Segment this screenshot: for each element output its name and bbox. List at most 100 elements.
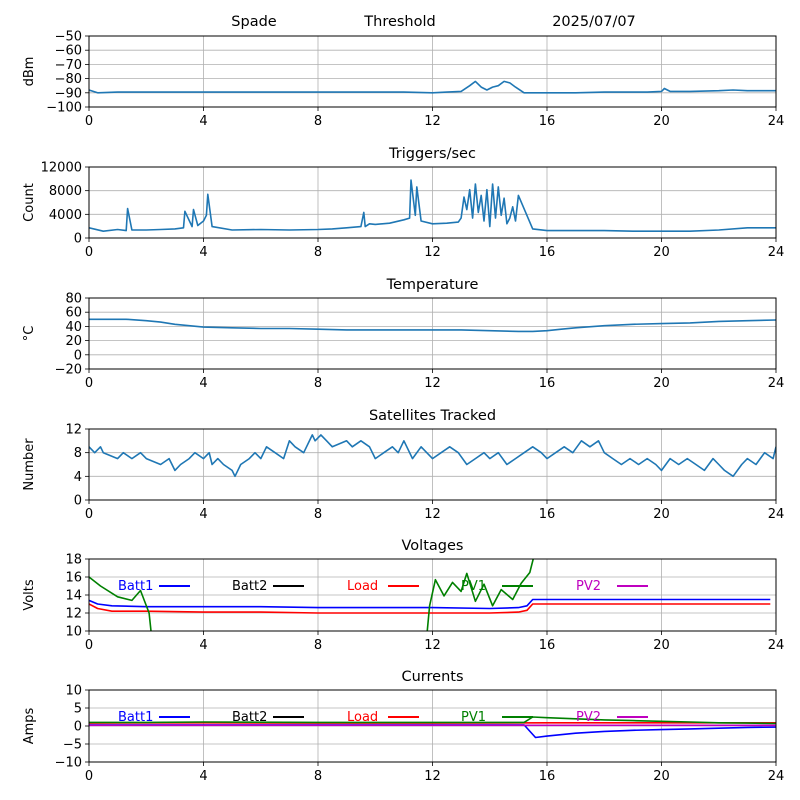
chart-title: Currents bbox=[401, 669, 463, 685]
y-tick-label: 12000 bbox=[41, 161, 82, 176]
y-tick-label: −10 bbox=[55, 756, 82, 771]
x-tick-label: 16 bbox=[539, 507, 556, 522]
series-line-main bbox=[89, 434, 776, 478]
x-tick-label: 20 bbox=[653, 507, 670, 522]
y-tick-label: 16 bbox=[65, 571, 82, 586]
header-mode: Threshold bbox=[363, 14, 435, 30]
series-line-pv1 bbox=[89, 559, 535, 631]
x-tick-label: 16 bbox=[539, 376, 556, 391]
chart-title: Satellites Tracked bbox=[369, 408, 496, 424]
x-tick-label: 12 bbox=[424, 638, 441, 653]
x-tick-label: 16 bbox=[539, 638, 556, 653]
legend-label-batt2: Batt2 bbox=[232, 579, 267, 594]
x-tick-label: 12 bbox=[424, 245, 441, 260]
y-tick-label: 60 bbox=[65, 306, 82, 321]
y-tick-label: 12 bbox=[65, 607, 82, 622]
x-tick-label: 4 bbox=[199, 376, 207, 391]
series-line-pv1 bbox=[89, 716, 776, 725]
x-tick-label: 8 bbox=[314, 114, 322, 129]
y-axis-label: Count bbox=[22, 183, 37, 222]
x-tick-label: 4 bbox=[199, 638, 207, 653]
x-tick-label: 20 bbox=[653, 638, 670, 653]
y-tick-label: 0 bbox=[74, 494, 82, 509]
y-axis-label: dBm bbox=[22, 57, 37, 87]
y-axis-label: °C bbox=[22, 326, 37, 342]
x-tick-label: 16 bbox=[539, 245, 556, 260]
series-line-main bbox=[89, 80, 776, 94]
y-tick-label: −50 bbox=[55, 30, 82, 45]
legend-label-load: Load bbox=[347, 710, 378, 725]
y-tick-label: −20 bbox=[55, 363, 82, 378]
x-tick-label: 12 bbox=[424, 769, 441, 784]
y-tick-label: 0 bbox=[74, 348, 82, 363]
x-tick-label: 4 bbox=[199, 245, 207, 260]
y-tick-label: 12 bbox=[65, 423, 82, 438]
y-tick-label: −70 bbox=[55, 58, 82, 73]
y-tick-label: 8 bbox=[74, 446, 82, 461]
plot-frame bbox=[88, 689, 777, 763]
x-tick-label: 8 bbox=[314, 376, 322, 391]
y-tick-label: −5 bbox=[63, 738, 82, 753]
legend-label-pv2: PV2 bbox=[576, 710, 601, 725]
x-tick-label: 8 bbox=[314, 507, 322, 522]
header-date: 2025/07/07 bbox=[552, 14, 636, 30]
x-tick-label: 0 bbox=[85, 638, 93, 653]
y-tick-label: 0 bbox=[74, 232, 82, 247]
chart-title: Voltages bbox=[402, 538, 464, 554]
x-tick-label: 8 bbox=[314, 769, 322, 784]
chart-panel-2: 0 4 8 12 16 20 24 12000 8000 4000 0 Triggers/sec Cou… bbox=[22, 146, 784, 260]
chart-title: Triggers/sec bbox=[388, 146, 476, 162]
y-tick-label: 20 bbox=[65, 334, 82, 349]
x-tick-label: 0 bbox=[85, 376, 93, 391]
x-tick-label: 24 bbox=[768, 114, 785, 129]
x-tick-label: 4 bbox=[199, 114, 207, 129]
x-tick-label: 12 bbox=[424, 376, 441, 391]
y-tick-label: 0 bbox=[74, 720, 82, 735]
series-line-main bbox=[89, 179, 776, 232]
y-axis-label: Number bbox=[22, 438, 37, 491]
series-line-load bbox=[89, 603, 771, 614]
x-tick-label: 4 bbox=[199, 507, 207, 522]
x-tick-label: 12 bbox=[424, 507, 441, 522]
y-tick-label: 80 bbox=[65, 292, 82, 307]
x-tick-label: 24 bbox=[768, 769, 785, 784]
legend-label-pv1: PV1 bbox=[461, 710, 486, 725]
y-tick-label: 18 bbox=[65, 553, 82, 568]
y-tick-label: 4 bbox=[74, 470, 82, 485]
y-tick-label: −100 bbox=[46, 101, 82, 116]
legend-label-batt2: Batt2 bbox=[232, 710, 267, 725]
x-tick-label: 0 bbox=[85, 114, 93, 129]
y-axis-label: Amps bbox=[22, 707, 37, 744]
y-tick-label: 10 bbox=[65, 684, 82, 699]
legend-label-load: Load bbox=[347, 579, 378, 594]
chart-panel-6: 0 4 8 12 16 20 24 10 5 0 −5 −10 Currents Amps Batt1 Bat… bbox=[22, 669, 784, 784]
x-tick-label: 24 bbox=[768, 638, 785, 653]
series-line-main bbox=[89, 318, 776, 333]
x-tick-label: 20 bbox=[653, 114, 670, 129]
series-line-batt1 bbox=[89, 598, 771, 610]
x-tick-label: 16 bbox=[539, 114, 556, 129]
chart-panel-5: 0 4 8 12 16 20 24 18 16 14 12 10 Voltages Volts Batt1 B… bbox=[22, 538, 785, 653]
x-tick-label: 4 bbox=[199, 769, 207, 784]
plot-frame bbox=[88, 166, 777, 239]
x-tick-label: 24 bbox=[768, 507, 785, 522]
plot-frame bbox=[88, 558, 777, 632]
x-tick-label: 12 bbox=[424, 114, 441, 129]
y-tick-label: −60 bbox=[55, 44, 82, 59]
chart-title: Temperature bbox=[386, 277, 479, 293]
legend-label-pv1: PV1 bbox=[461, 579, 486, 594]
header-site: Spade bbox=[231, 14, 276, 30]
y-tick-label: 8000 bbox=[49, 184, 82, 199]
x-tick-label: 24 bbox=[768, 245, 785, 260]
x-tick-label: 8 bbox=[314, 245, 322, 260]
plot-frame bbox=[88, 35, 777, 108]
x-tick-label: 24 bbox=[768, 376, 785, 391]
x-tick-label: 0 bbox=[85, 769, 93, 784]
y-tick-label: 40 bbox=[65, 320, 82, 335]
plot-frame bbox=[88, 428, 777, 501]
legend-label-pv2: PV2 bbox=[576, 579, 601, 594]
x-tick-label: 8 bbox=[314, 638, 322, 653]
x-tick-label: 0 bbox=[85, 245, 93, 260]
